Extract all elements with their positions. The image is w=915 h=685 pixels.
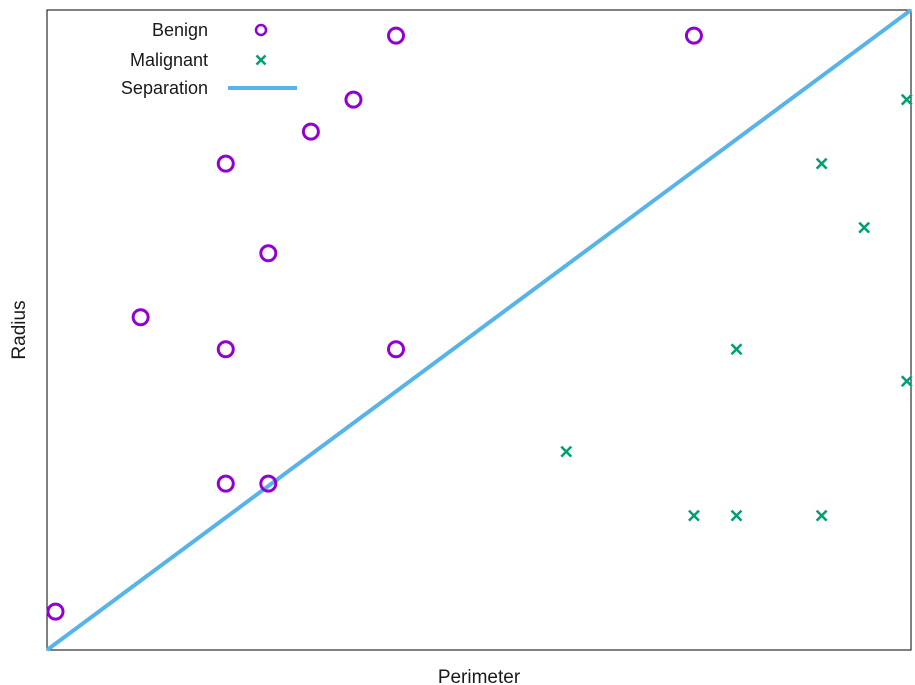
benign-point: [216, 154, 235, 173]
malignant-point: [900, 375, 913, 388]
malignant-point: [688, 509, 700, 522]
malignant-point: [858, 221, 871, 234]
benign-point: [259, 244, 278, 263]
benign-point: [46, 602, 65, 621]
legend: Benign Malignant Separation: [121, 20, 297, 98]
malignant-point: [730, 509, 743, 522]
benign-point: [216, 474, 235, 493]
malignant-point: [730, 343, 743, 356]
legend-label-benign: Benign: [152, 20, 208, 40]
plot-frame: [46, 9, 912, 651]
legend-label-separation: Separation: [121, 78, 208, 98]
benign-point: [259, 474, 278, 493]
benign-point: [684, 26, 703, 45]
x-axis-label: Perimeter: [438, 667, 521, 685]
benign-point: [387, 340, 406, 359]
chart-marks: [45, 8, 913, 652]
separation-line: [45, 8, 913, 652]
legend-swatch-malignant: [255, 54, 267, 66]
legend-label-malignant: Malignant: [130, 50, 208, 70]
benign-point: [216, 340, 235, 359]
benign-point: [131, 308, 150, 327]
malignant-point: [815, 157, 828, 170]
legend-swatch-benign: [254, 23, 268, 37]
benign-point: [344, 90, 363, 109]
benign-point: [387, 26, 406, 45]
y-axis-label: Radius: [9, 300, 30, 359]
malignant-point: [560, 445, 573, 458]
benign-point: [301, 122, 320, 141]
malignant-point: [815, 509, 828, 522]
malignant-point: [900, 93, 913, 106]
